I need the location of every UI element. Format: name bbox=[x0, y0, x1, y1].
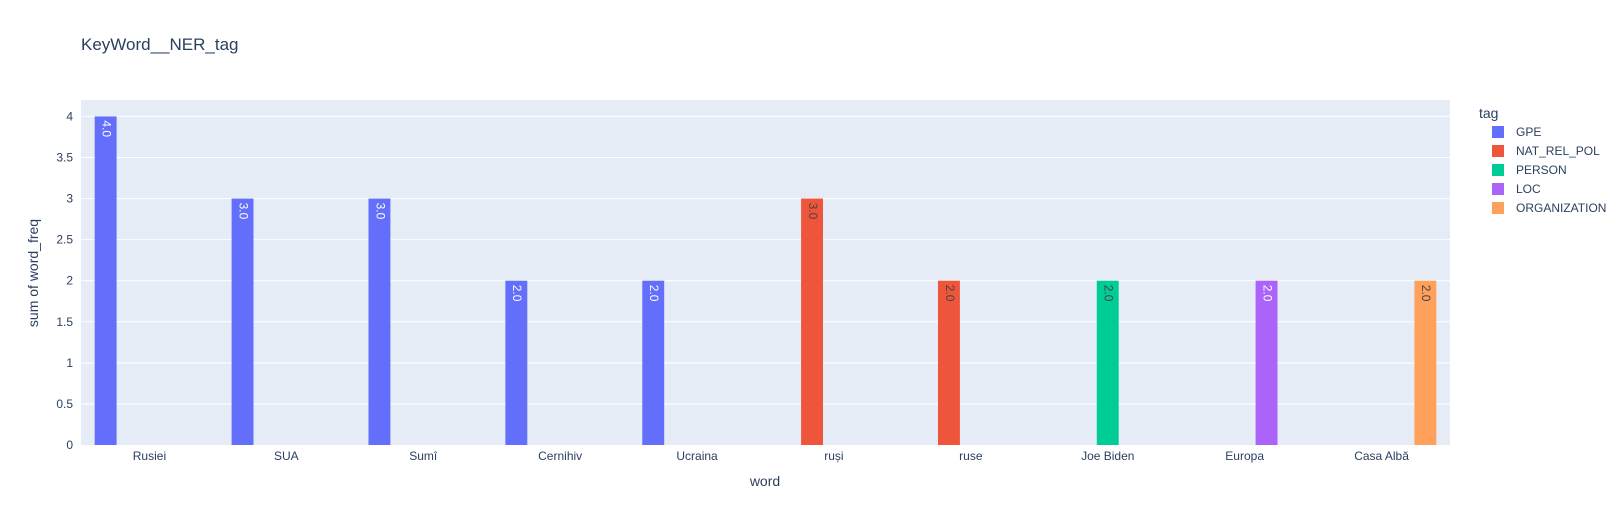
y-tick-label: 4 bbox=[66, 109, 73, 123]
bar bbox=[1414, 280, 1437, 445]
y-tick-label: 1.5 bbox=[56, 315, 73, 329]
x-axis-ticks: Rusiei SUA Sumî Cernihiv Ucraina ruși ruse Joe … bbox=[133, 449, 1409, 463]
plot-area bbox=[81, 100, 1450, 445]
legend-swatch bbox=[1492, 183, 1504, 195]
bars: 4.0 3.0 3.0 2.0 2.0 3.0 2.0 2.0 2.0 2.0 bbox=[94, 116, 1437, 445]
bar bbox=[937, 280, 960, 445]
legend-swatch bbox=[1492, 164, 1504, 176]
gridlines bbox=[81, 115, 1450, 405]
x-axis-title: word bbox=[749, 473, 780, 489]
bar bbox=[505, 280, 528, 445]
bar-value-label: 2.0 bbox=[943, 285, 957, 302]
bar-value-label: 2.0 bbox=[647, 285, 661, 302]
x-tick-label: Sumî bbox=[409, 449, 438, 463]
bar bbox=[368, 198, 391, 445]
legend: tag GPE NAT_REL_POL PERSON LOC ORGANIZATION bbox=[1479, 105, 1606, 215]
bar-value-label: 2.0 bbox=[1260, 285, 1274, 302]
legend-label: ORGANIZATION bbox=[1516, 201, 1606, 215]
bar bbox=[231, 198, 254, 445]
x-tick-label: Europa bbox=[1225, 449, 1264, 463]
legend-label: PERSON bbox=[1516, 163, 1567, 177]
y-tick-label: 0.5 bbox=[56, 397, 73, 411]
bar bbox=[94, 116, 117, 445]
bar-value-label: 4.0 bbox=[99, 120, 113, 137]
chart-title: KeyWord__NER_tag bbox=[81, 35, 239, 54]
x-tick-label: SUA bbox=[274, 449, 299, 463]
x-tick-label: Joe Biden bbox=[1081, 449, 1134, 463]
y-tick-label: 3 bbox=[66, 192, 73, 206]
bar bbox=[1096, 280, 1119, 445]
y-tick-label: 3.5 bbox=[56, 151, 73, 165]
x-tick-label: Ucraina bbox=[676, 449, 718, 463]
legend-title: tag bbox=[1479, 105, 1498, 121]
bar-value-label: 3.0 bbox=[236, 203, 250, 220]
legend-label: NAT_REL_POL bbox=[1516, 144, 1600, 158]
legend-label: GPE bbox=[1516, 125, 1541, 139]
bar-value-label: 2.0 bbox=[1102, 285, 1116, 302]
x-tick-label: ruse bbox=[959, 449, 983, 463]
x-tick-label: Rusiei bbox=[133, 449, 166, 463]
bar-value-label: 2.0 bbox=[1419, 285, 1433, 302]
bar-value-label: 3.0 bbox=[373, 203, 387, 220]
bar bbox=[642, 280, 665, 445]
legend-swatch bbox=[1492, 202, 1504, 214]
bar-value-label: 2.0 bbox=[510, 285, 524, 302]
x-tick-label: ruși bbox=[824, 449, 843, 463]
legend-items: GPE NAT_REL_POL PERSON LOC ORGANIZATION bbox=[1492, 125, 1606, 215]
y-tick-label: 2.5 bbox=[56, 233, 73, 247]
bar bbox=[801, 198, 823, 445]
x-tick-label: Cernihiv bbox=[538, 449, 582, 463]
y-tick-label: 1 bbox=[66, 356, 73, 370]
x-tick-label: Casa Albă bbox=[1354, 449, 1409, 463]
bar bbox=[1255, 280, 1278, 445]
bar-value-label: 3.0 bbox=[806, 203, 820, 220]
y-axis-ticks: 0 0.5 1 1.5 2 2.5 3 3.5 4 bbox=[56, 109, 73, 452]
legend-swatch bbox=[1492, 126, 1504, 138]
y-tick-label: 0 bbox=[66, 438, 73, 452]
y-tick-label: 2 bbox=[66, 274, 73, 288]
legend-swatch bbox=[1492, 145, 1504, 157]
legend-label: LOC bbox=[1516, 182, 1541, 196]
y-axis-title: sum of word_freq bbox=[25, 219, 41, 327]
